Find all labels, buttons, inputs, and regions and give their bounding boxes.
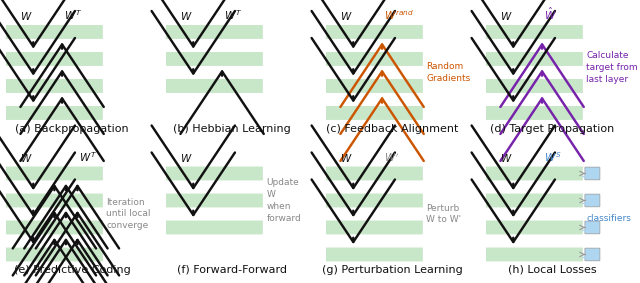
FancyBboxPatch shape <box>585 194 600 207</box>
FancyBboxPatch shape <box>325 247 424 262</box>
Text: $W^T$: $W^T$ <box>79 150 97 164</box>
FancyBboxPatch shape <box>325 166 424 181</box>
Text: (h) Local Losses: (h) Local Losses <box>508 265 596 275</box>
Text: $W$: $W$ <box>20 152 32 164</box>
Text: Update
W
when
forward: Update W when forward <box>266 178 301 223</box>
Text: $W$: $W$ <box>180 152 192 164</box>
Text: (g) Perturbation Learning: (g) Perturbation Learning <box>322 265 462 275</box>
FancyBboxPatch shape <box>485 247 584 262</box>
FancyBboxPatch shape <box>165 166 264 181</box>
Text: Iteration
until local
converge: Iteration until local converge <box>106 198 151 230</box>
Text: (c) Feedback Alignment: (c) Feedback Alignment <box>326 123 458 134</box>
FancyBboxPatch shape <box>165 193 264 208</box>
FancyBboxPatch shape <box>325 193 424 208</box>
FancyBboxPatch shape <box>485 193 584 208</box>
FancyBboxPatch shape <box>165 220 264 235</box>
Text: $W$: $W$ <box>340 152 352 164</box>
Text: (b) Hebbian Learning: (b) Hebbian Learning <box>173 123 291 134</box>
Text: $W^T$: $W^T$ <box>224 9 242 22</box>
FancyBboxPatch shape <box>5 166 104 181</box>
FancyBboxPatch shape <box>485 220 584 235</box>
Text: (a) Backpropagation: (a) Backpropagation <box>15 123 129 134</box>
Text: (e) Predictive Coding: (e) Predictive Coding <box>13 265 131 275</box>
Text: $W^T$: $W^T$ <box>64 9 82 22</box>
Text: (d) Target Propagation: (d) Target Propagation <box>490 123 614 134</box>
FancyBboxPatch shape <box>325 106 424 121</box>
Text: $\hat{W}$: $\hat{W}$ <box>544 6 557 22</box>
Text: $W$: $W$ <box>500 152 512 164</box>
FancyBboxPatch shape <box>585 248 600 261</box>
Text: $W'$: $W'$ <box>384 152 399 164</box>
FancyBboxPatch shape <box>485 52 584 67</box>
Text: classifiers: classifiers <box>586 214 631 223</box>
FancyBboxPatch shape <box>5 247 104 262</box>
FancyBboxPatch shape <box>485 166 584 181</box>
FancyBboxPatch shape <box>5 52 104 67</box>
Text: (f) Forward-Forward: (f) Forward-Forward <box>177 265 287 275</box>
Text: $W$: $W$ <box>340 10 352 22</box>
FancyBboxPatch shape <box>5 220 104 235</box>
Text: $W$: $W$ <box>20 10 32 22</box>
FancyBboxPatch shape <box>5 193 104 208</box>
FancyBboxPatch shape <box>585 167 600 180</box>
FancyBboxPatch shape <box>5 106 104 121</box>
Text: Calculate
target from
last layer: Calculate target from last layer <box>586 52 638 84</box>
FancyBboxPatch shape <box>5 78 104 93</box>
FancyBboxPatch shape <box>485 78 584 93</box>
Text: $W^{rand}$: $W^{rand}$ <box>384 9 414 22</box>
FancyBboxPatch shape <box>325 78 424 93</box>
FancyBboxPatch shape <box>485 106 584 121</box>
Text: $W$: $W$ <box>500 10 512 22</box>
FancyBboxPatch shape <box>165 24 264 39</box>
Text: Perturb
W to W': Perturb W to W' <box>426 203 461 224</box>
FancyBboxPatch shape <box>325 52 424 67</box>
FancyBboxPatch shape <box>325 24 424 39</box>
FancyBboxPatch shape <box>165 52 264 67</box>
Text: Random
Gradients: Random Gradients <box>426 62 470 83</box>
FancyBboxPatch shape <box>5 24 104 39</box>
FancyBboxPatch shape <box>325 220 424 235</box>
FancyBboxPatch shape <box>485 24 584 39</box>
Text: $W$: $W$ <box>180 10 192 22</box>
FancyBboxPatch shape <box>585 221 600 234</box>
Text: $W^S$: $W^S$ <box>544 150 561 164</box>
FancyBboxPatch shape <box>165 78 264 93</box>
